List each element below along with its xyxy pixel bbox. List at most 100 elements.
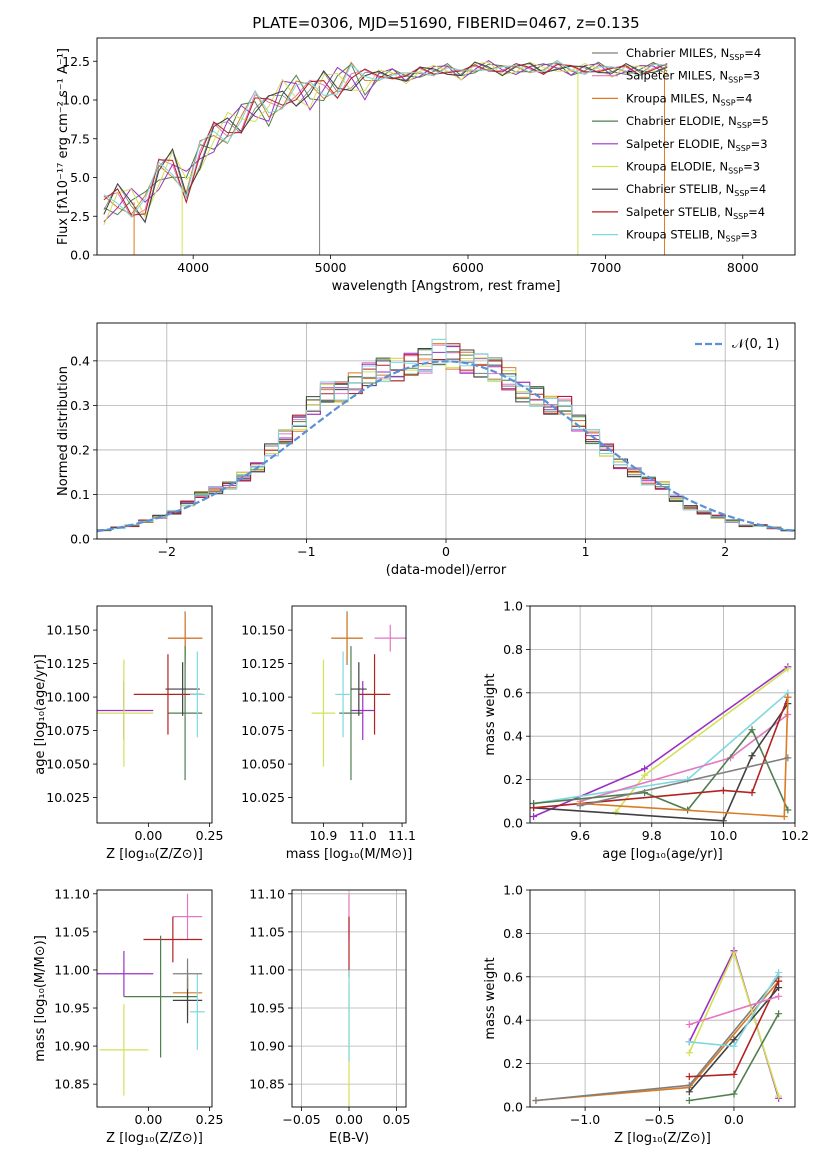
weight-marker bbox=[784, 754, 792, 762]
y-tick-label: 1.0 bbox=[503, 883, 523, 898]
y-tick-label: 5.0 bbox=[70, 170, 90, 185]
y-tick-label: 10.85 bbox=[54, 1077, 90, 1092]
x-tick-label: 0.25 bbox=[196, 828, 224, 843]
spectrum-line bbox=[103, 60, 668, 218]
plot-area bbox=[103, 59, 668, 255]
y-tick-label: 10.050 bbox=[241, 757, 285, 772]
x-axis-label: (data-model)/error bbox=[386, 563, 507, 578]
weight-line bbox=[533, 666, 789, 818]
y-tick-label: 10.150 bbox=[241, 623, 285, 638]
plot-area bbox=[97, 893, 205, 1096]
y-tick-label: 0.8 bbox=[503, 642, 523, 657]
y-tick-label: 11.05 bbox=[54, 924, 90, 939]
weight-marker bbox=[775, 1092, 783, 1100]
axes-frame bbox=[291, 605, 407, 824]
x-tick-label: 11.1 bbox=[388, 828, 416, 843]
x-axis-label: E(B-V) bbox=[329, 1131, 369, 1146]
x-tick-label: 0.00 bbox=[134, 828, 162, 843]
y-tick-label: 12.5 bbox=[62, 54, 90, 69]
y-tick-label: 0.0 bbox=[503, 1100, 523, 1115]
weight-marker bbox=[685, 1038, 693, 1046]
y-tick-label: 0.0 bbox=[503, 816, 523, 831]
legend-label-sub: SSP bbox=[726, 235, 741, 244]
weight-line bbox=[579, 713, 789, 803]
legend-label: Salpeter MILES, NSSP=3 bbox=[626, 69, 760, 85]
y-tick-label: 10.100 bbox=[46, 690, 90, 705]
weight-marker bbox=[576, 802, 584, 810]
y-axis-label: age [log₁₀(age/yr)] bbox=[33, 654, 48, 775]
weight-marker bbox=[719, 817, 727, 823]
x-tick-label: −2 bbox=[158, 544, 176, 559]
weight-line bbox=[533, 703, 789, 822]
y-tick-label: 1.0 bbox=[503, 599, 523, 614]
weight-marker bbox=[685, 1073, 693, 1081]
legend-label-tail: =4 bbox=[736, 91, 753, 105]
weight-line bbox=[535, 976, 780, 1102]
y-tick-label: 11.10 bbox=[249, 886, 285, 901]
panel-age_vs_mass: 10.9 11.0 11.1 10.025 10.050 10.075 10.100 10.1… bbox=[241, 605, 416, 862]
x-tick-label: −1 bbox=[297, 544, 315, 559]
x-tick-label: 2 bbox=[721, 544, 729, 559]
x-axis-label: Z [log₁₀(Z/Z⊙)] bbox=[614, 1131, 711, 1146]
y-tick-label: 7.5 bbox=[70, 131, 90, 146]
axes-frame bbox=[529, 605, 796, 824]
y-axis-label: Normed distribution bbox=[56, 366, 71, 496]
y-tick-label: 10.075 bbox=[241, 723, 285, 738]
legend-label: Kroupa ELODIE, NSSP=3 bbox=[626, 160, 760, 176]
x-tick-label: 0 bbox=[442, 544, 450, 559]
y-tick-label: 10.075 bbox=[46, 723, 90, 738]
y-tick-label: 0.4 bbox=[503, 1013, 523, 1028]
x-tick-label: 9.8 bbox=[642, 828, 662, 843]
legend-label: Salpeter STELIB, NSSP=4 bbox=[626, 205, 765, 221]
x-tick-label: 7000 bbox=[589, 260, 621, 275]
legend-label-tail: =5 bbox=[752, 114, 769, 128]
y-tick-label: 0.1 bbox=[70, 487, 90, 502]
weight-marker bbox=[775, 968, 783, 976]
weight-marker bbox=[532, 1096, 540, 1104]
y-tick-label: 10.90 bbox=[54, 1039, 90, 1054]
x-tick-label: 4000 bbox=[177, 260, 209, 275]
legend-label-tail: =4 bbox=[748, 205, 765, 219]
y-tick-label: 0.2 bbox=[503, 772, 523, 787]
weight-marker bbox=[784, 665, 792, 673]
y-tick-label: 0.2 bbox=[503, 1056, 523, 1071]
y-tick-label: 10.125 bbox=[46, 656, 90, 671]
weight-marker bbox=[685, 1081, 693, 1089]
weight-marker bbox=[685, 1088, 693, 1096]
x-tick-label: −0.5 bbox=[644, 1112, 674, 1127]
x-tick-label: 8000 bbox=[727, 260, 759, 275]
legend-label-text: Kroupa MILES, N bbox=[626, 91, 721, 105]
y-axis-label: Flux [fλ10⁻¹⁷ erg cm⁻² s⁻¹ A⁻¹] bbox=[56, 48, 71, 245]
legend-label-sub: SSP bbox=[721, 98, 736, 107]
figure-title: PLATE=0306, MJD=51690, FIBERID=0467, z=0… bbox=[252, 14, 639, 32]
panel-mass_vs_Z: 0.00 0.25 10.85 10.90 10.95 11.00 11.05 11.10 Z … bbox=[33, 886, 223, 1146]
y-tick-label: 0.8 bbox=[503, 926, 523, 941]
weight-marker bbox=[784, 806, 792, 814]
y-tick-label: 10.95 bbox=[54, 1001, 90, 1016]
weight-marker bbox=[612, 808, 620, 816]
x-axis-label: Z [log₁₀(Z/Z⊙)] bbox=[106, 1131, 203, 1146]
x-tick-label: 5000 bbox=[315, 260, 347, 275]
weight-marker bbox=[719, 786, 727, 794]
weight-marker bbox=[775, 992, 783, 1000]
legend-label-text: Salpeter MILES, N bbox=[626, 69, 728, 83]
legend-label-text: Chabrier STELIB, N bbox=[626, 182, 734, 196]
y-tick-label: 10.125 bbox=[241, 656, 285, 671]
legend-label-sub: SSP bbox=[734, 189, 749, 198]
y-tick-label: 0.3 bbox=[70, 398, 90, 413]
y-tick-label: 11.00 bbox=[54, 962, 90, 977]
panel-spectrum: 4000 5000 6000 7000 8000 0.0 2.5 5.0 7.5 10.0 12.5… bbox=[56, 37, 796, 294]
weight-marker bbox=[685, 1096, 693, 1104]
weight-marker bbox=[780, 812, 788, 820]
weight-marker bbox=[530, 804, 538, 812]
legend-label-tail: =3 bbox=[743, 69, 760, 83]
weight-marker bbox=[775, 977, 783, 985]
y-tick-label: 0.2 bbox=[70, 442, 90, 457]
y-tick-label: 10.025 bbox=[46, 790, 90, 805]
x-tick-label: 6000 bbox=[452, 260, 484, 275]
y-tick-label: 10.150 bbox=[46, 623, 90, 638]
y-tick-label: 0.0 bbox=[70, 532, 90, 547]
y-tick-label: 10.100 bbox=[241, 690, 285, 705]
spectrum-line bbox=[103, 61, 668, 224]
